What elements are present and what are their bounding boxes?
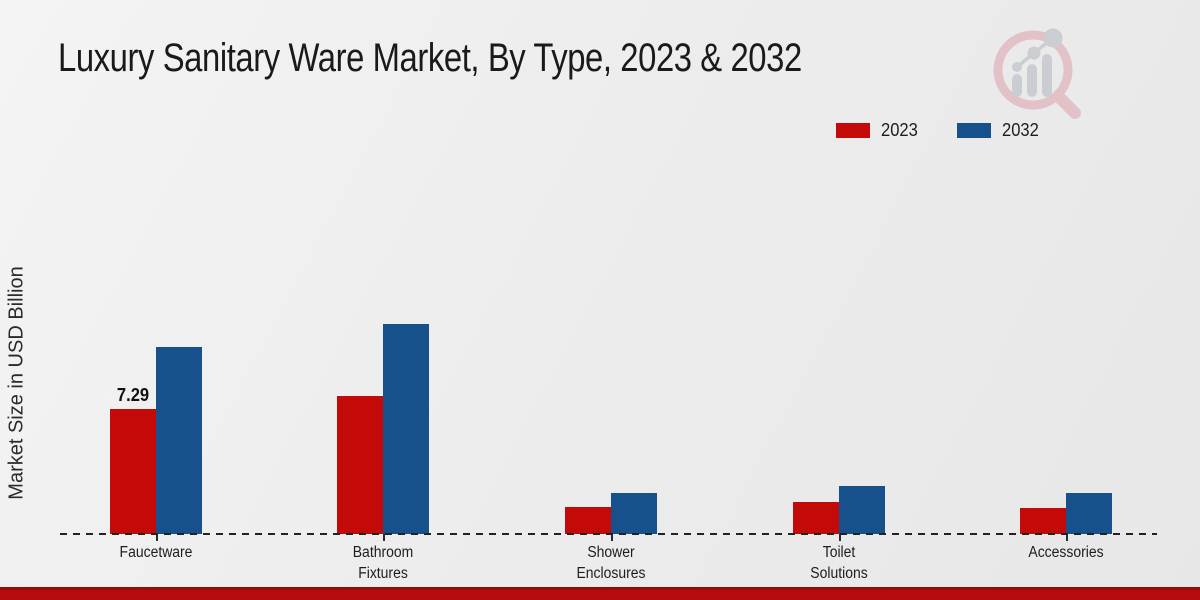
legend-item-2023: 2023 — [836, 120, 921, 141]
bar-2032-shower-enclosures — [610, 493, 657, 534]
legend-swatch-2032 — [957, 123, 992, 138]
legend: 2023 2032 — [836, 120, 1042, 141]
bar-pair-toilet-solutions — [792, 486, 885, 534]
category-group-accessories: Accessories — [952, 0, 1180, 561]
x-tick-accessories — [1066, 534, 1069, 541]
bar-2023-toilet-solutions — [792, 501, 839, 534]
x-axis-dashed-baseline — [60, 533, 1157, 535]
bar-pair-faucetware: 7.29 — [109, 347, 202, 534]
legend-item-2032: 2032 — [957, 120, 1042, 141]
x-tick-bathroom-fixtures — [383, 534, 386, 541]
bar-pair-accessories — [1020, 493, 1113, 534]
category-group-bathroom-fixtures: Bathroom Fixtures — [270, 0, 498, 582]
x-category-label-shower-enclosures: Shower Enclosures — [576, 544, 646, 582]
plot-area: 7.29 Faucetware Bathroom Fixtures Shower En… — [42, 0, 1180, 582]
bar-2023-shower-enclosures — [564, 507, 611, 534]
bottom-red-strip — [0, 587, 1200, 600]
x-tick-toilet-solutions — [838, 534, 841, 541]
bar-2032-accessories — [1066, 493, 1113, 534]
y-axis-label: Market Size in USD Billion — [5, 266, 28, 500]
bar-2032-bathroom-fixtures — [383, 323, 430, 534]
x-category-label-accessories: Accessories — [1028, 544, 1104, 561]
x-tick-shower-enclosures — [610, 534, 613, 541]
x-category-label-toilet-solutions: Toilet Solutions — [809, 544, 868, 582]
bar-pair-bathroom-fixtures — [337, 323, 430, 534]
category-group-toilet-solutions: Toilet Solutions — [725, 0, 953, 582]
x-category-label-faucetware: Faucetware — [119, 544, 193, 561]
x-tick-faucetware — [155, 534, 158, 541]
legend-label-2032: 2032 — [1002, 120, 1039, 140]
x-category-label-bathroom-fixtures: Bathroom Fixtures — [353, 544, 414, 582]
bar-2032-toilet-solutions — [838, 486, 885, 534]
market-research-magnifier-logo-icon — [993, 28, 1081, 119]
category-group-shower-enclosures: Shower Enclosures — [497, 0, 725, 582]
data-label-faucetware-2023: 7.29 — [116, 385, 149, 405]
bar-2023-faucetware: 7.29 — [109, 385, 156, 534]
bar-2032-faucetware — [155, 347, 202, 534]
bar-pair-shower-enclosures — [564, 493, 657, 534]
bar-2023-accessories — [1020, 507, 1067, 534]
legend-swatch-2023 — [836, 123, 870, 138]
legend-label-2023: 2023 — [881, 120, 918, 140]
bar-2023-bathroom-fixtures — [337, 395, 384, 534]
category-group-faucetware: 7.29 Faucetware — [42, 0, 270, 561]
chart-title: Luxury Sanitary Ware Market, By Type, 20… — [58, 36, 802, 80]
